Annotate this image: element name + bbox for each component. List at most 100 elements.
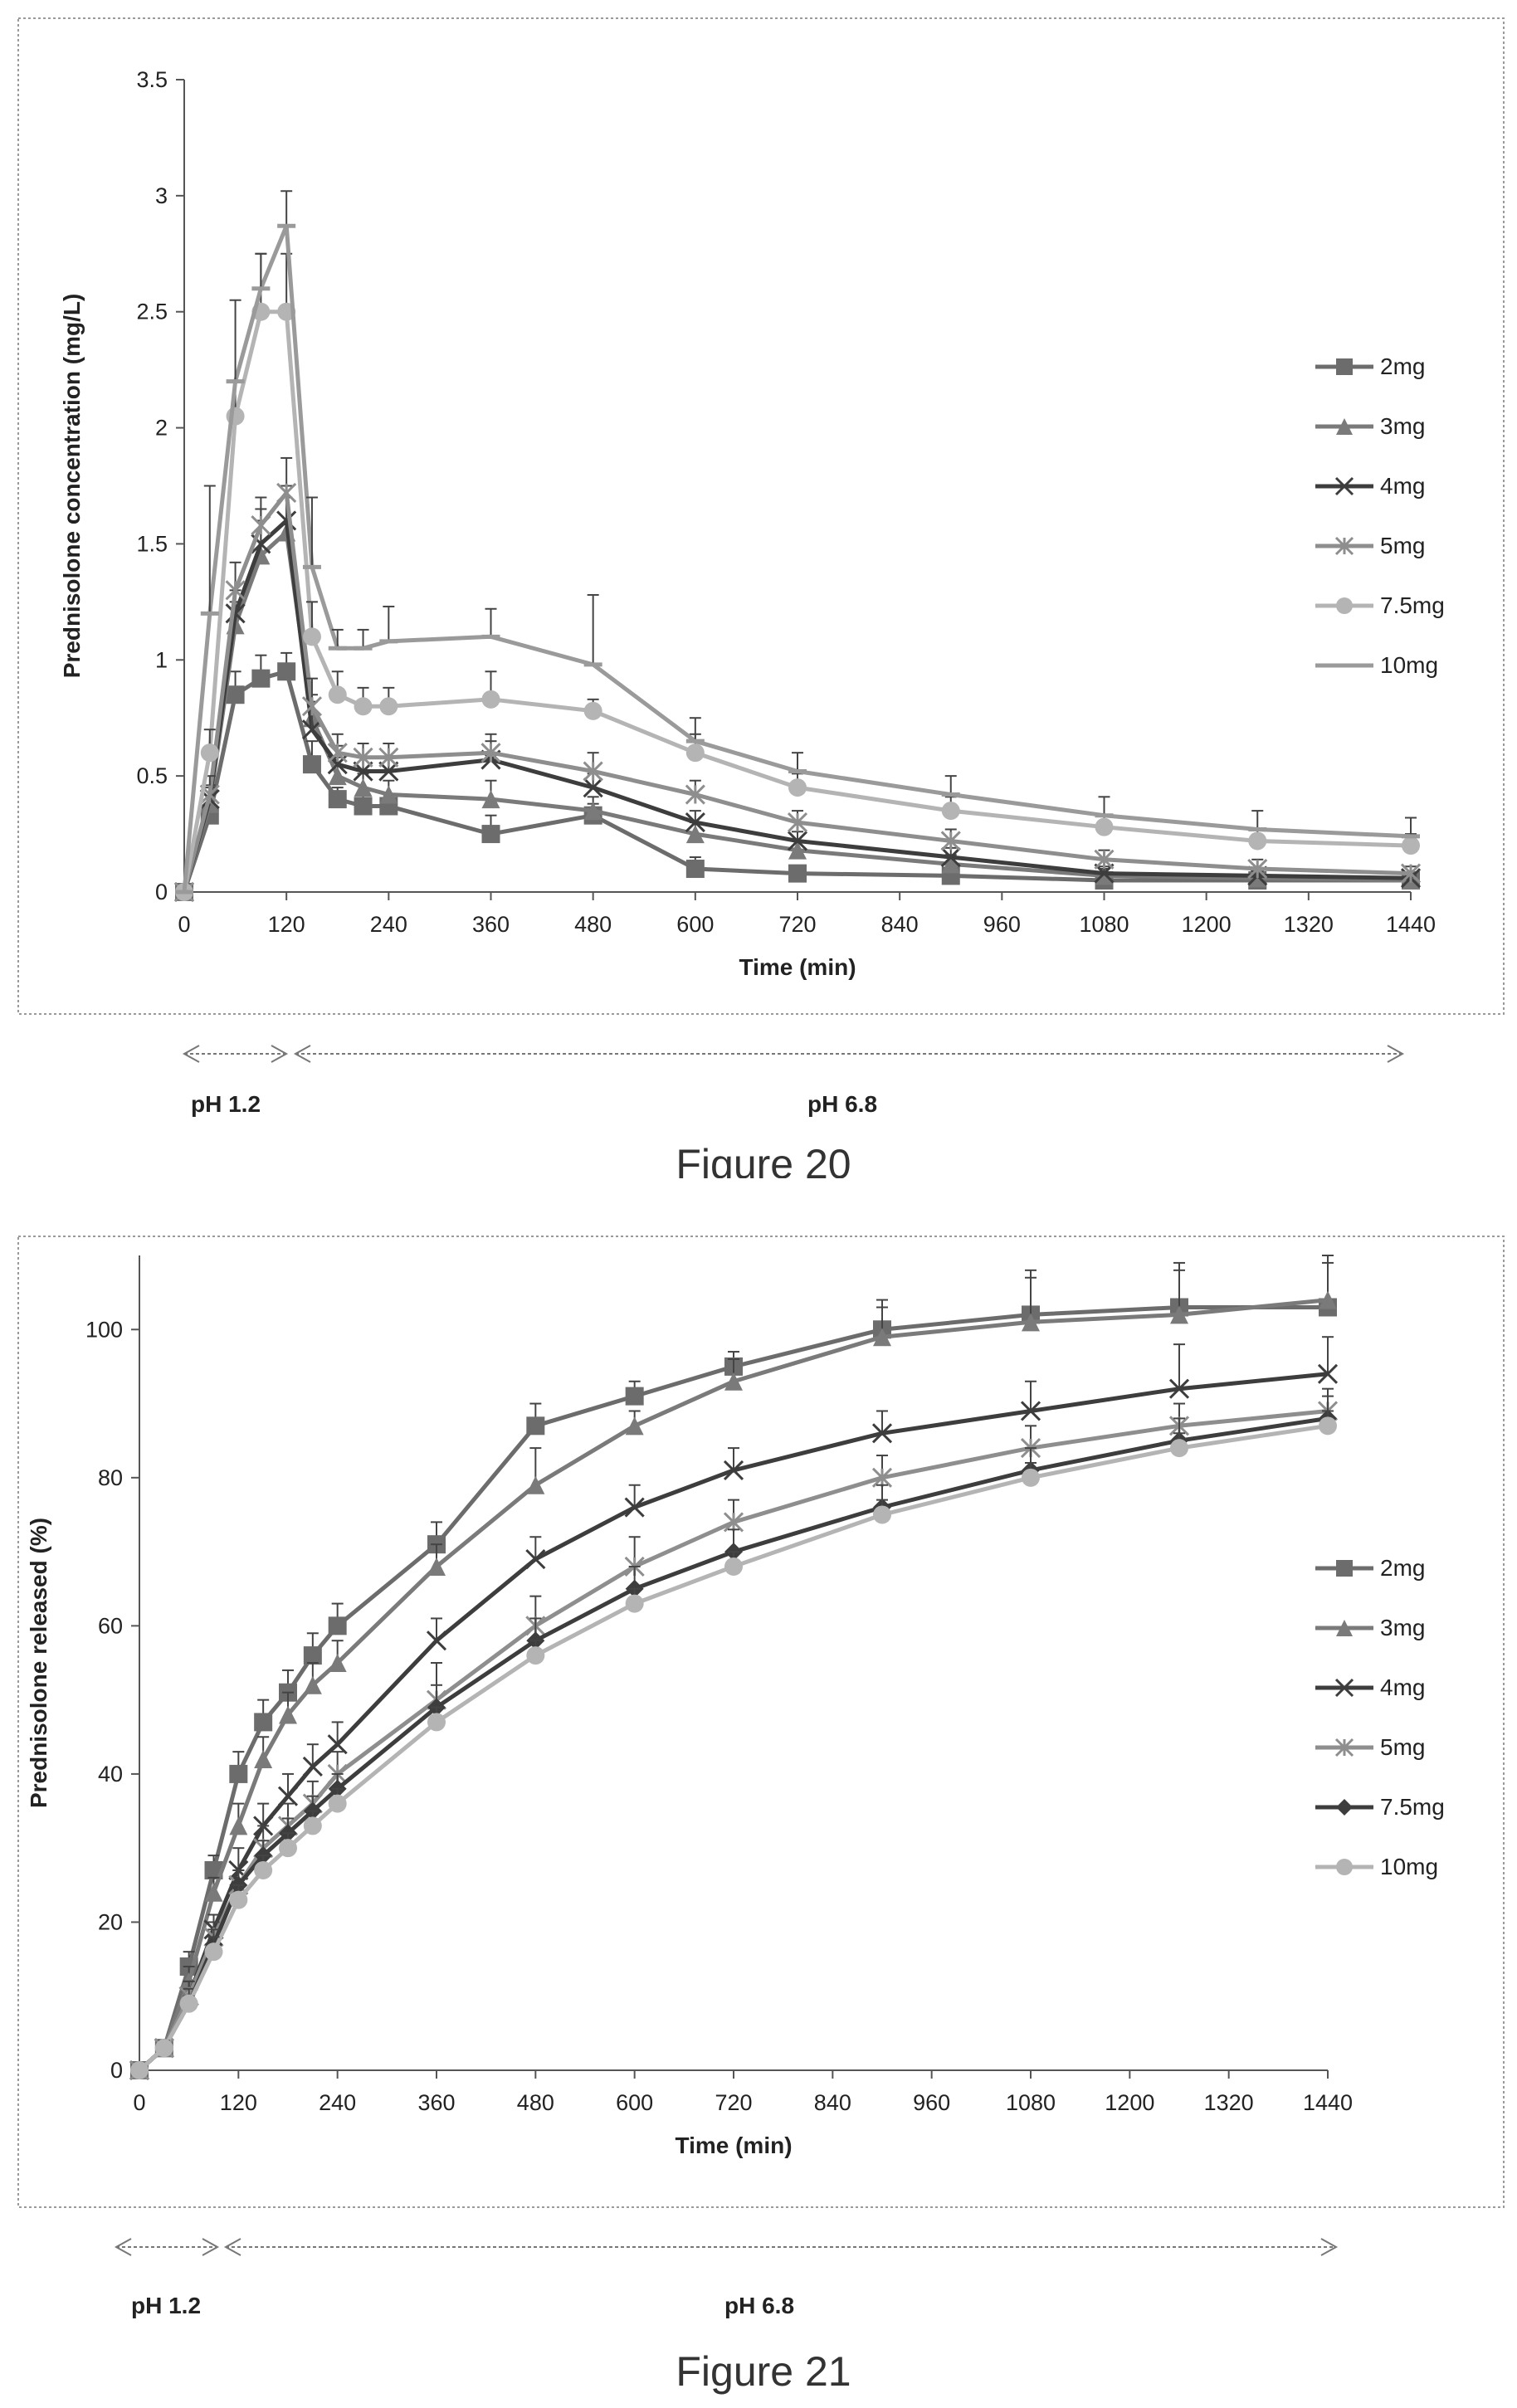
data-point — [787, 812, 808, 833]
y-tick-label: 2 — [155, 416, 168, 441]
x-tick-label: 480 — [574, 912, 612, 937]
legend-marker — [1336, 1859, 1353, 1875]
y-axis-label: Prednisolone released (%) — [26, 1518, 51, 1808]
y-tick-label: 2.5 — [136, 300, 168, 324]
legend-item: 7.5mg — [1315, 592, 1445, 618]
y-tick-label: 80 — [98, 1465, 123, 1490]
arrow-head-right — [271, 1045, 289, 1063]
data-point — [303, 1816, 322, 1835]
series-5mg — [129, 1387, 1339, 2081]
legend-item: 4mg — [1315, 473, 1425, 499]
data-point — [328, 1794, 347, 1813]
data-point — [225, 580, 246, 601]
data-point — [873, 1328, 891, 1347]
series-line — [138, 1372, 1329, 2072]
y-tick-label: 40 — [98, 1762, 123, 1787]
x-tick-label: 1080 — [1079, 912, 1129, 937]
data-point — [480, 743, 501, 763]
legend-label: 7.5mg — [1380, 1794, 1445, 1820]
legend-label: 10mg — [1380, 652, 1438, 678]
data-point — [154, 2039, 173, 2058]
data-point — [229, 1764, 248, 1783]
data-point — [327, 743, 348, 763]
data-point — [583, 701, 602, 720]
x-tick-label: 1320 — [1284, 912, 1334, 937]
data-point — [354, 797, 373, 816]
y-tick-label: 20 — [98, 1909, 123, 1934]
data-point — [279, 1839, 297, 1858]
data-point — [724, 1557, 743, 1576]
y-tick-label: 100 — [85, 1317, 123, 1342]
data-point — [426, 1631, 447, 1651]
series-3mg — [130, 1255, 1337, 2079]
arrow-head-left — [223, 2238, 241, 2256]
data-point — [1170, 1439, 1188, 1458]
y-tick-label: 0 — [110, 2058, 123, 2083]
data-point — [328, 1654, 347, 1672]
data-point — [526, 1416, 545, 1436]
x-tick-label: 1440 — [1303, 2090, 1353, 2115]
arrow-head-left — [114, 2238, 132, 2256]
legend-item: 3mg — [1315, 413, 1425, 439]
data-point — [301, 696, 323, 717]
arrow-head-left — [182, 1045, 200, 1063]
data-point — [624, 1497, 645, 1518]
data-point — [251, 669, 271, 688]
arrow-head-left — [293, 1045, 311, 1063]
data-point — [1094, 849, 1115, 870]
x-tick-label: 960 — [983, 912, 1021, 937]
x-tick-label: 1080 — [1006, 2090, 1056, 2115]
arrow-head-right — [1320, 2238, 1339, 2256]
y-tick-label: 3 — [155, 183, 168, 208]
legend-item: 7.5mg — [1315, 1794, 1445, 1820]
data-point — [254, 1860, 273, 1879]
legend-item: 5mg — [1315, 533, 1425, 558]
data-point — [254, 1713, 273, 1732]
legend-label: 10mg — [1380, 1854, 1438, 1879]
data-point — [226, 685, 245, 704]
data-point — [328, 767, 347, 786]
data-point — [525, 1548, 546, 1570]
data-point — [328, 685, 347, 704]
data-point — [353, 747, 373, 768]
data-point — [427, 1557, 446, 1576]
x-tick-label: 360 — [417, 2090, 455, 2115]
data-point — [277, 662, 296, 681]
legend-item: 2mg — [1315, 353, 1425, 379]
arrow-head-right — [202, 2238, 220, 2256]
x-tick-label: 360 — [472, 912, 510, 937]
data-point — [229, 1816, 248, 1835]
data-point — [723, 1512, 744, 1533]
data-point — [379, 785, 398, 804]
data-point — [788, 841, 807, 860]
data-point — [302, 755, 321, 774]
ph-1-2-arrow — [114, 2238, 220, 2256]
x-tick-label: 840 — [814, 2090, 851, 2115]
data-point — [526, 1646, 545, 1665]
data-point — [328, 1616, 347, 1635]
data-point — [354, 778, 373, 797]
x-tick-label: 600 — [676, 912, 714, 937]
data-point — [625, 1416, 644, 1436]
data-point — [303, 1646, 322, 1665]
legend-marker — [1336, 1799, 1353, 1816]
data-point — [302, 1756, 323, 1777]
legend-item: 5mg — [1315, 1734, 1425, 1760]
data-point — [873, 1505, 891, 1524]
data-point — [941, 802, 960, 821]
ph-6-8-arrow — [293, 1045, 1405, 1063]
data-point — [1020, 1401, 1041, 1421]
legend-marker — [1336, 418, 1353, 435]
legend-marker — [1334, 476, 1354, 496]
legend-label: 5mg — [1380, 1734, 1425, 1760]
data-point — [685, 825, 705, 844]
ph-1-2-arrow — [182, 1045, 289, 1063]
legend-marker — [1334, 1738, 1354, 1757]
series-5mg — [173, 456, 1422, 903]
data-point — [1168, 1378, 1190, 1399]
data-point — [1248, 869, 1267, 888]
x-tick-label: 720 — [715, 2090, 752, 2115]
data-point — [301, 719, 323, 740]
data-point — [1248, 831, 1267, 851]
x-tick-label: 840 — [881, 912, 919, 937]
